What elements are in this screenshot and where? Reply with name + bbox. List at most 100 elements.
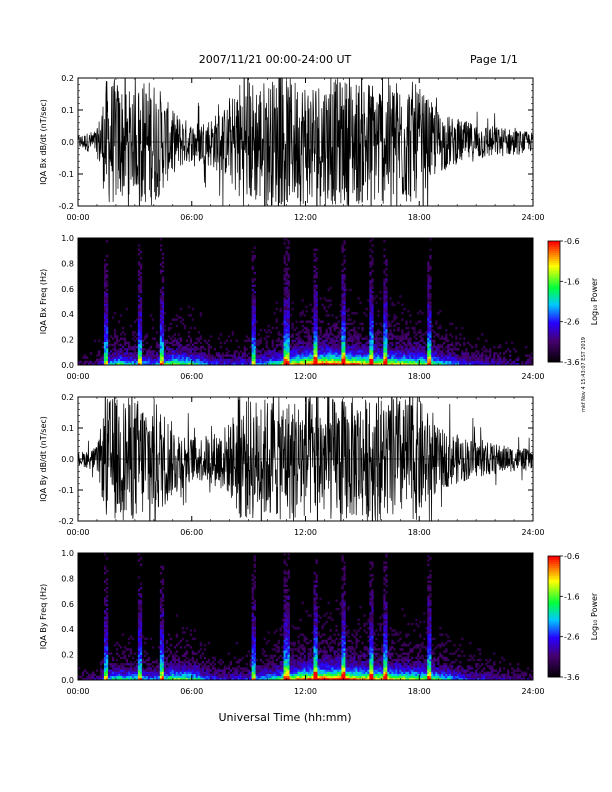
heatmap-cell <box>279 665 282 668</box>
heatmap-cell <box>341 331 344 334</box>
heatmap-cell <box>225 667 228 670</box>
heatmap-cell <box>251 265 254 268</box>
heatmap-cell <box>213 658 216 662</box>
heatmap-cell <box>109 677 113 681</box>
heatmap-cell <box>455 354 458 357</box>
heatmap-cell <box>281 618 284 622</box>
heatmap-cell <box>177 352 181 355</box>
heatmap-cell <box>177 333 181 336</box>
heatmap-cell <box>427 362 430 366</box>
heatmap-cell <box>335 337 338 340</box>
heatmap-cell <box>103 663 107 666</box>
heatmap-cell <box>429 293 432 296</box>
heatmap-cell <box>103 635 107 638</box>
heatmap-cell <box>287 605 290 609</box>
heatmap-cell <box>213 663 216 666</box>
heatmap-cell <box>83 354 87 357</box>
heatmap-cell <box>337 335 340 338</box>
heatmap-cell <box>219 658 222 662</box>
heatmap-cell <box>381 337 384 340</box>
heatmap-cell <box>281 360 284 364</box>
heatmap-cell <box>447 356 450 359</box>
heatmap-cell <box>137 588 141 592</box>
heatmap-cell <box>281 671 284 674</box>
heatmap-cell <box>269 354 272 357</box>
heatmap-cell <box>101 671 105 674</box>
heatmap-cell <box>101 669 105 672</box>
heatmap-cell <box>341 322 344 326</box>
heatmap-cell <box>315 273 318 277</box>
heatmap-cell <box>467 356 470 359</box>
heatmap-cell <box>139 257 143 260</box>
heatmap-cell <box>373 333 376 336</box>
heatmap-cell <box>201 677 205 681</box>
heatmap-cell <box>425 358 428 362</box>
heatmap-cell <box>479 358 482 362</box>
heatmap-cell <box>437 335 440 338</box>
heatmap-cell <box>177 354 181 357</box>
heatmap-cell <box>453 358 456 362</box>
heatmap-cell <box>491 360 494 364</box>
heatmap-cell <box>115 671 119 674</box>
heatmap-cell <box>99 660 103 664</box>
heatmap-cell <box>451 362 454 366</box>
heatmap-cell <box>161 618 165 622</box>
heatmap-cell <box>173 654 177 658</box>
heatmap-cell <box>101 362 105 366</box>
heatmap-cell <box>301 312 304 315</box>
heatmap-cell <box>153 354 157 357</box>
heatmap-cell <box>173 665 177 668</box>
heatmap-cell <box>383 362 386 366</box>
heatmap-cell <box>395 356 398 359</box>
heatmap-cell <box>329 356 332 359</box>
heatmap-cell <box>253 301 256 304</box>
heatmap-cell <box>275 629 278 632</box>
heatmap-cell <box>265 673 268 677</box>
heatmap-cell <box>445 360 448 364</box>
heatmap-cell <box>341 297 344 300</box>
heatmap-cell <box>315 320 318 323</box>
heatmap-cell <box>161 341 165 345</box>
heatmap-cell <box>321 356 324 359</box>
heatmap-cell <box>159 324 163 328</box>
heatmap-cell <box>327 326 330 330</box>
heatmap-cell <box>355 335 358 338</box>
heatmap-cell <box>283 637 286 641</box>
heatmap-cell <box>99 358 103 362</box>
heatmap-cell <box>429 345 432 349</box>
heatmap-cell <box>277 646 280 649</box>
heatmap-cell <box>103 348 107 351</box>
heatmap-cell <box>143 358 147 362</box>
heatmap-cell <box>287 356 290 359</box>
heatmap-cell <box>285 578 288 581</box>
heatmap-cell <box>265 341 268 345</box>
heatmap-cell <box>341 301 344 304</box>
heatmap-cell <box>199 354 203 357</box>
heatmap-cell <box>293 360 296 364</box>
heatmap-cell <box>129 324 133 328</box>
heatmap-cell <box>253 350 256 353</box>
heatmap-cell <box>161 595 165 598</box>
heatmap-cell <box>285 290 288 294</box>
heatmap-cell <box>183 652 187 655</box>
heatmap-cell <box>163 656 167 660</box>
heatmap-cell <box>401 333 404 336</box>
heatmap-cell <box>171 658 175 662</box>
heatmap-cell <box>273 671 276 674</box>
heatmap-cell <box>129 354 133 357</box>
heatmap-cell <box>181 675 185 679</box>
heatmap-cell <box>283 358 286 362</box>
heatmap-cell <box>159 335 163 338</box>
heatmap-cell <box>503 360 506 364</box>
heatmap-cell <box>315 307 318 311</box>
heatmap-cell <box>525 362 528 366</box>
heatmap-cell <box>187 673 191 677</box>
colorbar-tick-label: -2.6 <box>564 318 580 327</box>
heatmap-cell <box>139 276 143 279</box>
heatmap-cell <box>373 356 376 359</box>
heatmap-cell <box>293 669 296 672</box>
heatmap-cell <box>237 677 240 681</box>
heatmap-cell <box>161 597 165 600</box>
heatmap-cell <box>297 627 300 630</box>
heatmap-cell <box>391 341 394 345</box>
